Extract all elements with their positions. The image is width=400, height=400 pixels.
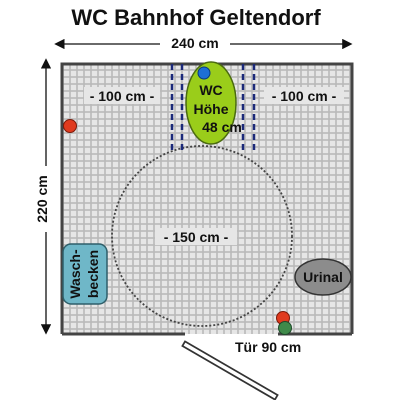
door-leaf-inner — [183, 342, 277, 399]
red-dot-icon — [63, 119, 77, 133]
sink — [62, 243, 108, 305]
wc-height-value: 48 cm — [202, 119, 242, 135]
page-title: WC Bahnhof Geltendorf — [71, 5, 321, 30]
height-label-bg — [36, 166, 56, 232]
sink-label-line2: becken — [85, 250, 101, 298]
blue-dot-icon — [197, 66, 211, 80]
wc-label: WC — [199, 82, 222, 98]
wc-height-label: Höhe — [194, 101, 229, 117]
left-clearance-label-bg — [84, 87, 160, 104]
turning-circle-label: - 150 cm - — [164, 229, 229, 245]
width-label-bg — [160, 33, 230, 51]
left-clearance-label: - 100 cm - — [90, 88, 155, 104]
urinal — [294, 258, 352, 296]
right-clearance-label: - 100 cm - — [272, 88, 337, 104]
urinal-label: Urinal — [303, 269, 343, 285]
width-label: 240 cm — [171, 35, 218, 51]
height-label: 220 cm — [34, 175, 50, 222]
door-label: Tür 90 cm — [235, 339, 301, 355]
green-dot-icon — [278, 321, 292, 335]
sink-label-line1: Wasch- — [67, 249, 83, 299]
turning-circle-label-bg — [155, 228, 237, 245]
right-clearance-label-bg — [264, 87, 344, 104]
wc-toilet — [185, 61, 237, 145]
turning-circle — [111, 145, 293, 327]
